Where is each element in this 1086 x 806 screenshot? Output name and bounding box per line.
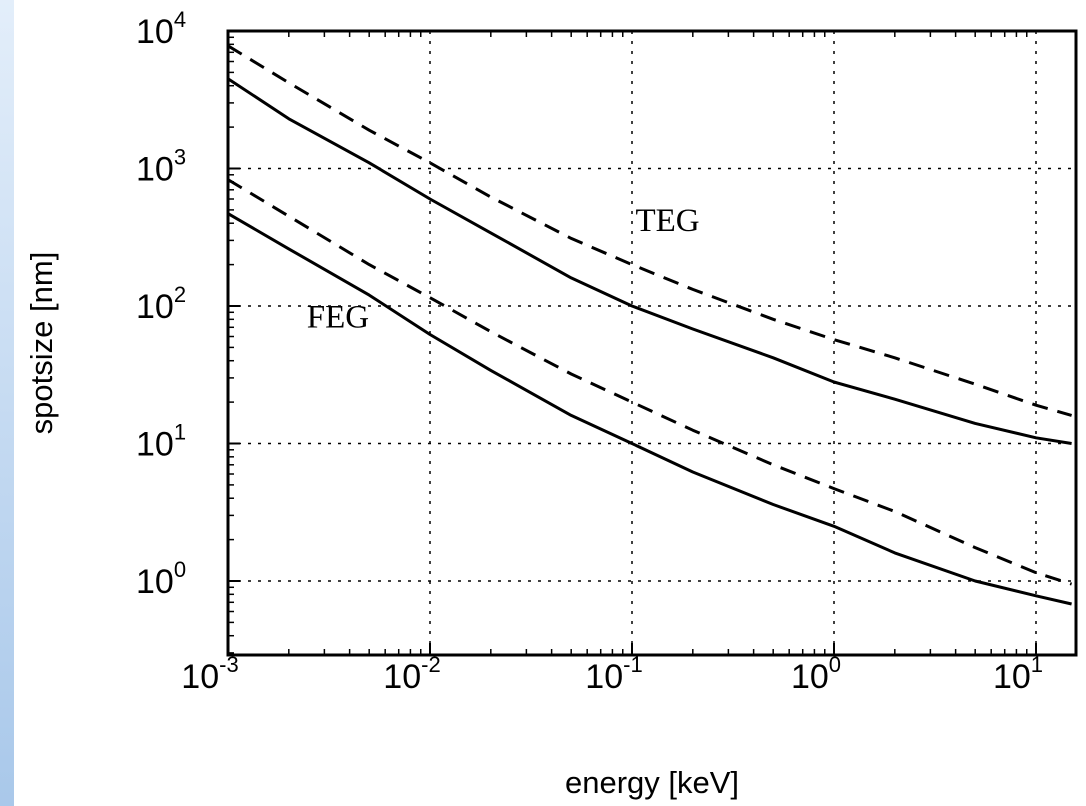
dashed-series-line-1 [227, 44, 1073, 417]
label-layer: 10-3 10-2 10-1 100 101 100 101 102 103 104 [136, 7, 1043, 696]
x-tick-label: 10-2 [383, 652, 440, 696]
grid-layer [228, 31, 1076, 655]
x-tick-label: 101 [993, 652, 1043, 696]
y-tick-label: 101 [136, 420, 186, 464]
solid-series-line-2 [227, 77, 1072, 445]
annotation-teg: TEG [635, 203, 699, 239]
y-tick-label: 102 [136, 282, 186, 326]
solid-series-line-4 [227, 212, 1072, 606]
x-tick-label: 100 [791, 652, 841, 696]
y-tick-label: 104 [136, 7, 186, 51]
x-axis-title: energy [keV] [565, 765, 739, 800]
tick-layer [227, 30, 1037, 655]
plot-frame [226, 29, 1078, 657]
annotation-layer: TEG FEG [307, 203, 700, 335]
x-tick-label: 10-3 [181, 652, 238, 696]
series-layer [227, 44, 1073, 606]
dashed-series-line-3 [227, 178, 1073, 586]
y-axis-title: spotsize [nm] [24, 252, 59, 435]
y-tick-label: 103 [136, 145, 186, 189]
y-tick-label: 100 [136, 557, 186, 601]
annotation-feg: FEG [307, 299, 369, 335]
decorative-side-strip [0, 0, 14, 806]
x-tick-label: 10-1 [585, 652, 642, 696]
